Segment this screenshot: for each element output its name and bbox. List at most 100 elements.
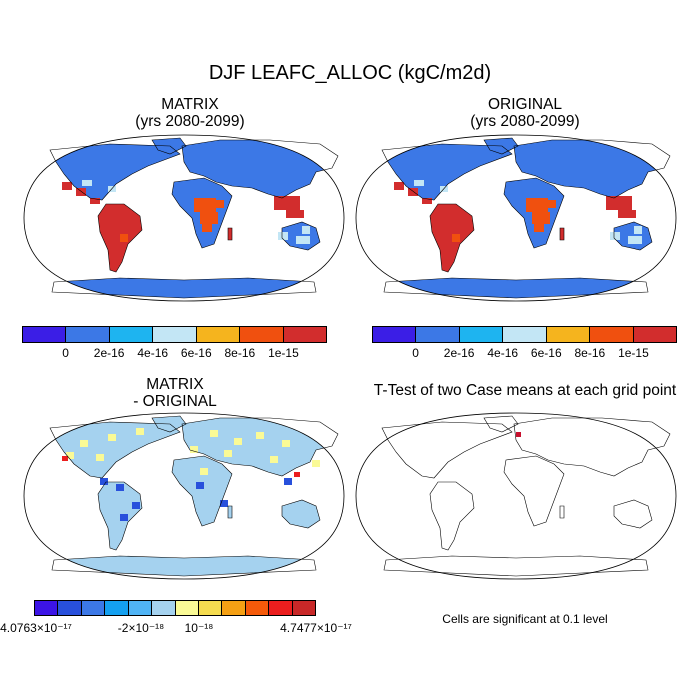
coastline-greenland [483, 137, 519, 155]
colorbar-matrix-swatch [240, 327, 284, 342]
positive-diff-cell [80, 440, 88, 447]
tropics-cell [422, 198, 432, 204]
negative-diff-cell [284, 478, 292, 485]
colorbar-original-labels: 0 2e-16 4e-16 6e-16 8e-16 1e-15 [372, 346, 677, 362]
positive-diff-cell [224, 450, 232, 457]
region-eurasia [514, 140, 670, 198]
colorbar-original-swatch [633, 327, 676, 342]
colorbar-tick-label: -2×10⁻¹⁸ [117, 621, 165, 635]
region-antarctica [52, 278, 316, 298]
positive-diff-cell [282, 440, 290, 447]
coastline-northAmerica [381, 143, 513, 201]
map-border [355, 134, 677, 302]
savanna-cell [526, 198, 548, 212]
colorbar-matrix-swatch [23, 327, 67, 342]
colorbar-original-swatch [459, 327, 504, 342]
positive-diff-cell [66, 452, 74, 459]
tropics-cell [618, 210, 636, 218]
coastline-antarctica [51, 277, 317, 299]
positive-diff-cell [200, 468, 208, 475]
coastline-madagascar [559, 227, 565, 241]
negative-diff-cell [120, 514, 128, 521]
coastline-greenland [483, 415, 519, 433]
coastline-madagascar [227, 505, 233, 519]
ocean [356, 413, 676, 579]
colorbar-difference-swatch [81, 601, 106, 615]
panel-original-title-line2: (yrs 2080-2099) [470, 113, 580, 130]
region-antarctica [384, 278, 648, 298]
colorbar-tick-label: 4e-16 [137, 346, 169, 360]
colorbar-tick-label: 10⁻¹⁸ [184, 621, 214, 635]
panel-original-title-line1: ORIGINAL [487, 96, 563, 113]
savanna-cell [200, 212, 218, 224]
colorbar-difference-swatch [35, 601, 59, 615]
colorbar-original-swatch [590, 327, 634, 342]
figure-title: DJF LEAFC_ALLOC (kgC/m2d) [208, 62, 492, 84]
tropics-cell [606, 196, 632, 210]
savanna-cell [452, 234, 460, 242]
positive-diff-cell [256, 432, 264, 439]
light-cell [278, 232, 288, 240]
colorbar-difference-swatch [152, 601, 176, 615]
coastline-northAmerica [381, 421, 513, 479]
colorbar-tick-label: 6e-16 [180, 346, 212, 360]
coastline-africa [503, 177, 565, 249]
colorbar-matrix-swatch [109, 327, 154, 342]
negative-diff-cell [132, 502, 140, 509]
coastline-eurasia [181, 417, 339, 477]
colorbar-original-swatch [416, 327, 460, 342]
savanna-cell [202, 224, 212, 232]
region-northAmerica [50, 422, 180, 478]
max-diff-cell [62, 456, 68, 461]
positive-diff-cell [96, 454, 104, 461]
colorbar-tick-label: 0 [62, 346, 69, 360]
positive-diff-cell [210, 430, 218, 437]
land-fill [24, 135, 344, 301]
region-madagascar [228, 506, 232, 518]
coastline-southAmerica [429, 481, 475, 551]
light-cell [610, 232, 620, 240]
coastline-southAmerica [429, 203, 475, 273]
colorbar-original-swatch [546, 327, 591, 342]
coastline-southAmerica [97, 203, 143, 273]
light-cell [414, 180, 424, 186]
tropics-cell [76, 188, 86, 196]
land-fill [24, 413, 344, 579]
panel-matrix-title-line1: MATRIX [161, 96, 219, 113]
savanna-cell [216, 200, 224, 208]
negative-diff-cell [220, 500, 228, 507]
coastline-africa [171, 455, 233, 527]
colorbar-original [372, 326, 677, 343]
colorbar-tick-label: 4e-16 [487, 346, 519, 360]
colorbar-tick-label: 6e-16 [530, 346, 562, 360]
colorbar-matrix-labels: 0 2e-16 4e-16 6e-16 8e-16 1e-15 [22, 346, 327, 362]
coastline-eurasia [513, 139, 671, 199]
light-cell [82, 180, 92, 186]
colorbar-matrix-swatch [196, 327, 241, 342]
tropics-cell [408, 188, 418, 196]
colorbar-tick-label: -4.0763×10⁻¹⁷ [0, 621, 72, 635]
map-border [23, 134, 345, 302]
colorbar-original-swatch [503, 327, 547, 342]
region-australia [282, 500, 320, 528]
map-ttest [355, 412, 677, 580]
negative-diff-cell [100, 478, 108, 485]
coastline-madagascar [227, 227, 233, 241]
light-cell [302, 226, 310, 234]
region-eurasia [182, 418, 338, 476]
coastline-eurasia [181, 139, 339, 199]
colorbar-difference-swatch [175, 601, 199, 615]
map-border [23, 412, 345, 580]
colorbar-difference-swatch [269, 601, 293, 615]
colorbar-difference-swatch [58, 601, 82, 615]
colorbar-difference-swatch [105, 601, 129, 615]
colorbar-tick-label: 1e-15 [268, 346, 299, 360]
region-africa [172, 456, 232, 526]
region-eurasia [182, 140, 338, 198]
map-original [355, 134, 677, 302]
tropics-cell [274, 196, 300, 210]
coastline-australia [613, 221, 653, 251]
max-diff-cell [294, 472, 300, 477]
tropics-cell [286, 210, 304, 218]
significance-note: Cells are significant at 0.1 level [442, 612, 608, 626]
